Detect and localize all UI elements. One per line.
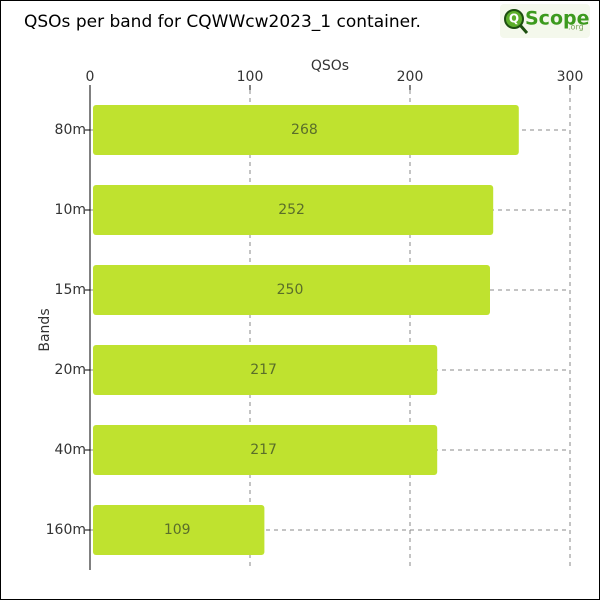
- y-tick-label: 20m: [55, 362, 86, 378]
- bar: [93, 105, 519, 155]
- value-label: 217: [250, 442, 277, 458]
- value-label: 268: [291, 122, 318, 138]
- logo-suffix: .org: [568, 23, 584, 32]
- y-tick-label: 160m: [46, 522, 86, 538]
- y-tick-label: 15m: [55, 282, 86, 298]
- y-tick-label: 40m: [55, 442, 86, 458]
- y-axis-label: Bands: [37, 308, 53, 351]
- logo-icon: Q: [509, 12, 519, 26]
- chart-title: QSOs per band for CQWWcw2023_1 container…: [24, 12, 421, 32]
- y-tick-label: 10m: [55, 202, 86, 218]
- x-tick-label: 300: [557, 69, 584, 85]
- bar: [93, 345, 438, 395]
- x-tick-label: 200: [397, 69, 424, 85]
- logo-handle: [518, 24, 529, 34]
- bar: [93, 265, 490, 315]
- logo-name: Scope: [525, 8, 590, 30]
- x-tick-label: 100: [237, 69, 264, 85]
- bar: [93, 425, 438, 475]
- value-label: 252: [278, 202, 305, 218]
- x-tick-label: 0: [86, 69, 95, 85]
- bar: [93, 185, 494, 235]
- value-label: 250: [277, 282, 304, 298]
- logo-lens: [504, 9, 524, 29]
- value-label: 217: [250, 362, 277, 378]
- y-tick-label: 80m: [55, 122, 86, 138]
- x-axis-label: QSOs: [311, 58, 349, 74]
- value-label: 109: [164, 522, 191, 538]
- bar: [93, 505, 265, 555]
- logo: Q Scope .org: [500, 4, 590, 38]
